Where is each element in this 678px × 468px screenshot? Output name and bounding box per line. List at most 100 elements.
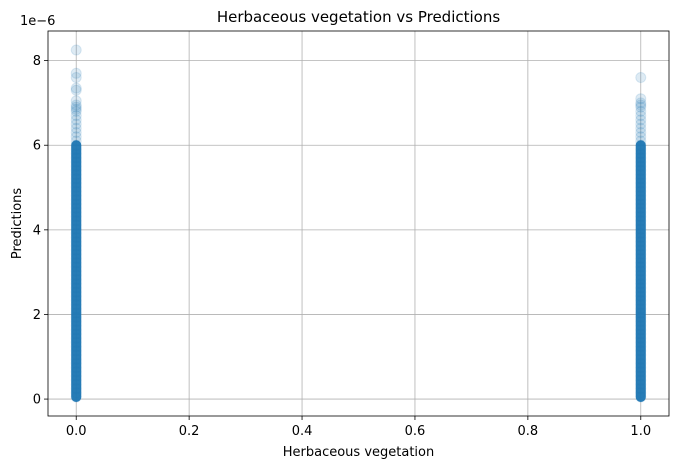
grid-lines (48, 31, 669, 416)
data-point (635, 286, 647, 298)
data-point (70, 198, 82, 210)
data-point (635, 257, 647, 269)
data-point (635, 349, 647, 361)
data-point (70, 248, 82, 260)
data-point (70, 282, 82, 294)
data-point (635, 227, 647, 239)
data-point (70, 190, 82, 202)
data-point (70, 160, 82, 172)
data-point (70, 336, 82, 348)
data-point (635, 328, 647, 340)
data-point (70, 223, 82, 235)
data-point (70, 374, 82, 386)
data-point (635, 215, 647, 227)
data-point (635, 122, 647, 134)
data-point (70, 307, 82, 319)
data-point (635, 362, 647, 374)
data-point (635, 211, 647, 223)
data-point (635, 370, 647, 382)
data-point (70, 370, 82, 382)
data-point (70, 332, 82, 344)
data-point (635, 336, 647, 348)
data-point (70, 118, 82, 130)
data-point (635, 387, 647, 399)
data-point (70, 122, 82, 134)
y-tick-label: 0 (33, 393, 41, 408)
data-point (635, 177, 647, 189)
data-point (70, 215, 82, 227)
data-point (70, 341, 82, 353)
data-point (70, 44, 82, 56)
data-point (635, 269, 647, 281)
data-point (635, 278, 647, 290)
data-point (635, 110, 647, 122)
data-point (635, 357, 647, 369)
data-point (70, 315, 82, 327)
data-point (635, 232, 647, 244)
data-point (70, 378, 82, 390)
data-point (70, 232, 82, 244)
data-point (635, 152, 647, 164)
x-tick-label: 0.4 (292, 424, 313, 439)
plot-frame (47, 30, 670, 417)
data-point (70, 105, 82, 117)
data-point (70, 253, 82, 265)
data-point (70, 357, 82, 369)
data-point (635, 253, 647, 265)
data-point (635, 315, 647, 327)
data-point (635, 345, 647, 357)
data-point (635, 164, 647, 176)
data-point (70, 311, 82, 323)
data-point (70, 181, 82, 193)
data-point (635, 341, 647, 353)
data-point (635, 261, 647, 273)
data-point (70, 103, 82, 115)
data-point (70, 261, 82, 273)
data-point (635, 311, 647, 323)
data-point (635, 194, 647, 206)
data-point (635, 114, 647, 126)
data-point (70, 320, 82, 332)
data-point (70, 290, 82, 302)
data-point (635, 131, 647, 143)
data-point (70, 185, 82, 197)
x-axis-label: Herbaceous vegetation (283, 445, 435, 460)
data-point (70, 240, 82, 252)
data-point (70, 236, 82, 248)
data-point (635, 240, 647, 252)
data-point (635, 206, 647, 218)
data-point (635, 366, 647, 378)
data-point (635, 294, 647, 306)
data-point (70, 84, 82, 96)
data-point (635, 99, 647, 111)
data-point (635, 148, 647, 160)
data-point (635, 190, 647, 202)
data-point (635, 97, 647, 109)
data-point (70, 72, 82, 84)
axis-ticks: 0.0 0.2 0.4 0.6 0.8 1.0 0 2 4 6 8 (33, 54, 651, 439)
data-point (635, 223, 647, 235)
data-point (635, 156, 647, 168)
data-point (70, 211, 82, 223)
data-point (70, 164, 82, 176)
data-point (635, 135, 647, 147)
x-tick-label: 0.2 (179, 424, 200, 439)
dense-point-column (635, 140, 646, 402)
data-point (635, 101, 647, 113)
y-tick-label: 6 (33, 139, 41, 154)
data-point (635, 72, 647, 84)
data-point (70, 278, 82, 290)
data-point (70, 328, 82, 340)
data-point (70, 383, 82, 395)
data-points (70, 44, 647, 403)
y-axis-label: Predictions (10, 188, 25, 260)
data-point (70, 269, 82, 281)
data-point (70, 219, 82, 231)
data-point (70, 148, 82, 160)
data-point (70, 127, 82, 139)
data-point (70, 227, 82, 239)
data-point (635, 160, 647, 172)
data-point (70, 265, 82, 277)
data-point (70, 99, 82, 111)
data-point (70, 169, 82, 181)
